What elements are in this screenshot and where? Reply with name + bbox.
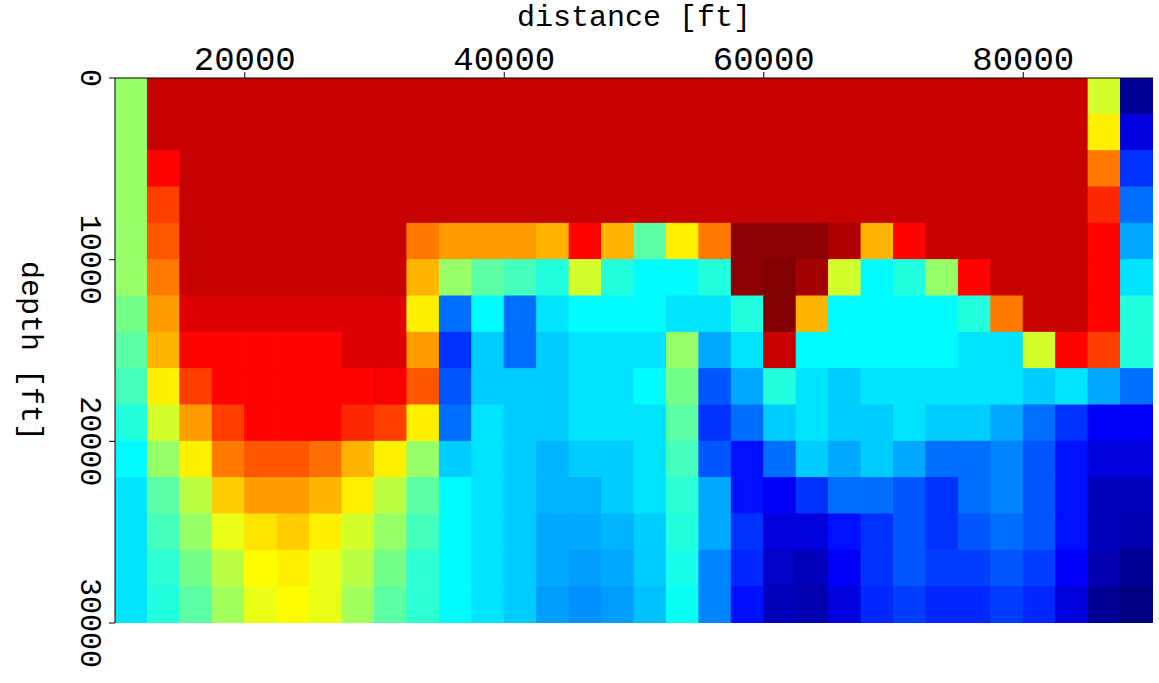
html-text:depth [ft]: depth [ft] bbox=[13, 260, 47, 441]
svg-text:20000: 20000 bbox=[194, 42, 296, 80]
svg-text:0: 0 bbox=[72, 69, 106, 87]
svg-text:30000: 30000 bbox=[72, 578, 106, 668]
svg-text:10000: 10000 bbox=[72, 215, 106, 305]
html-text:distance [ft]: distance [ft] bbox=[517, 1, 751, 35]
svg-text:60000: 60000 bbox=[713, 42, 815, 80]
svg-text:40000: 40000 bbox=[453, 42, 555, 80]
svg-text:20000: 20000 bbox=[72, 396, 106, 486]
svg-text:80000: 80000 bbox=[972, 42, 1074, 80]
